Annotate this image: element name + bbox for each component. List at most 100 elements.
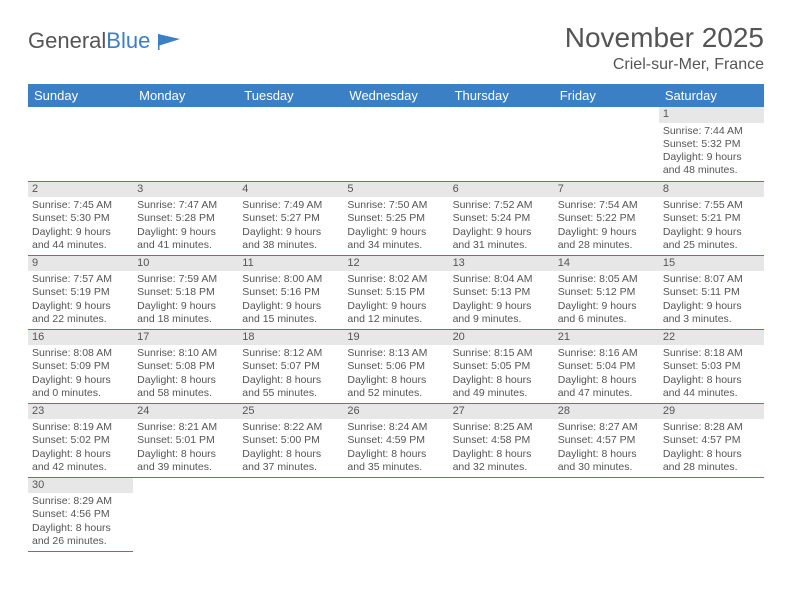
day-details: Sunrise: 8:04 AMSunset: 5:13 PMDaylight:… xyxy=(449,273,554,328)
sunrise-line: Sunrise: 8:28 AM xyxy=(663,421,760,434)
sunrise-line: Sunrise: 7:59 AM xyxy=(137,273,234,286)
calendar-cell xyxy=(238,107,343,181)
daylight-line: Daylight: 8 hours and 32 minutes. xyxy=(453,448,550,474)
daylight-line: Daylight: 9 hours and 9 minutes. xyxy=(453,300,550,326)
calendar-cell xyxy=(238,477,343,551)
day-details: Sunrise: 8:24 AMSunset: 4:59 PMDaylight:… xyxy=(343,421,448,476)
calendar-cell: 22Sunrise: 8:18 AMSunset: 5:03 PMDayligh… xyxy=(659,329,764,403)
day-number: 18 xyxy=(238,330,343,346)
daylight-line: Daylight: 9 hours and 6 minutes. xyxy=(558,300,655,326)
calendar-row: 9Sunrise: 7:57 AMSunset: 5:19 PMDaylight… xyxy=(28,255,764,329)
daylight-line: Daylight: 8 hours and 39 minutes. xyxy=(137,448,234,474)
day-details: Sunrise: 8:00 AMSunset: 5:16 PMDaylight:… xyxy=(238,273,343,328)
day-number: 3 xyxy=(133,182,238,198)
day-details: Sunrise: 8:29 AMSunset: 4:56 PMDaylight:… xyxy=(28,495,133,550)
calendar-cell: 3Sunrise: 7:47 AMSunset: 5:28 PMDaylight… xyxy=(133,181,238,255)
calendar-cell: 12Sunrise: 8:02 AMSunset: 5:15 PMDayligh… xyxy=(343,255,448,329)
sunrise-line: Sunrise: 8:19 AM xyxy=(32,421,129,434)
sunrise-line: Sunrise: 8:05 AM xyxy=(558,273,655,286)
day-number: 24 xyxy=(133,404,238,420)
sunrise-line: Sunrise: 8:18 AM xyxy=(663,347,760,360)
calendar-table: SundayMondayTuesdayWednesdayThursdayFrid… xyxy=(28,84,764,552)
sunrise-line: Sunrise: 8:12 AM xyxy=(242,347,339,360)
day-number: 29 xyxy=(659,404,764,420)
day-details: Sunrise: 7:47 AMSunset: 5:28 PMDaylight:… xyxy=(133,199,238,254)
sunrise-line: Sunrise: 8:13 AM xyxy=(347,347,444,360)
daylight-line: Daylight: 9 hours and 0 minutes. xyxy=(32,374,129,400)
day-number: 5 xyxy=(343,182,448,198)
calendar-body: 1Sunrise: 7:44 AMSunset: 5:32 PMDaylight… xyxy=(28,107,764,551)
flag-icon xyxy=(158,34,180,50)
calendar-cell: 14Sunrise: 8:05 AMSunset: 5:12 PMDayligh… xyxy=(554,255,659,329)
day-number: 7 xyxy=(554,182,659,198)
daylight-line: Daylight: 9 hours and 15 minutes. xyxy=(242,300,339,326)
calendar-cell: 1 Sunrise: 7:44 AMSunset: 5:32 PMDaylight… xyxy=(659,107,764,181)
day-details: Sunrise: 8:02 AMSunset: 5:15 PMDaylight:… xyxy=(343,273,448,328)
weekday-header-row: SundayMondayTuesdayWednesdayThursdayFrid… xyxy=(28,84,764,107)
sunset-line: Sunset: 4:58 PM xyxy=(453,434,550,447)
day-number: 17 xyxy=(133,330,238,346)
calendar-cell xyxy=(133,107,238,181)
sunrise-line: Sunrise: 7:54 AM xyxy=(558,199,655,212)
calendar-cell xyxy=(659,477,764,551)
day-details: Sunrise: 8:10 AMSunset: 5:08 PMDaylight:… xyxy=(133,347,238,402)
daylight-line: Daylight: 9 hours and 44 minutes. xyxy=(32,226,129,252)
calendar-cell: 8Sunrise: 7:55 AMSunset: 5:21 PMDaylight… xyxy=(659,181,764,255)
sunset-line: Sunset: 5:21 PM xyxy=(663,212,760,225)
sunset-line: Sunset: 5:06 PM xyxy=(347,360,444,373)
daylight-line: Daylight: 9 hours and 18 minutes. xyxy=(137,300,234,326)
day-number: 30 xyxy=(28,478,133,494)
sunrise-line: Sunrise: 7:52 AM xyxy=(453,199,550,212)
weekday-header: Tuesday xyxy=(238,84,343,107)
calendar-cell xyxy=(554,477,659,551)
calendar-cell: 20Sunrise: 8:15 AMSunset: 5:05 PMDayligh… xyxy=(449,329,554,403)
sunset-line: Sunset: 4:57 PM xyxy=(663,434,760,447)
sunset-line: Sunset: 5:01 PM xyxy=(137,434,234,447)
day-number: 13 xyxy=(449,256,554,272)
daylight-line: Daylight: 9 hours and 38 minutes. xyxy=(242,226,339,252)
day-details: Sunrise: 8:18 AMSunset: 5:03 PMDaylight:… xyxy=(659,347,764,402)
sunset-line: Sunset: 5:24 PM xyxy=(453,212,550,225)
weekday-header: Thursday xyxy=(449,84,554,107)
calendar-cell xyxy=(28,107,133,181)
daylight-line: Daylight: 9 hours and 48 minutes. xyxy=(663,151,760,177)
calendar-cell: 27Sunrise: 8:25 AMSunset: 4:58 PMDayligh… xyxy=(449,403,554,477)
sunset-line: Sunset: 5:08 PM xyxy=(137,360,234,373)
calendar-cell: 21Sunrise: 8:16 AMSunset: 5:04 PMDayligh… xyxy=(554,329,659,403)
day-number: 8 xyxy=(659,182,764,198)
calendar-cell: 30Sunrise: 8:29 AMSunset: 4:56 PMDayligh… xyxy=(28,477,133,551)
daylight-line: Daylight: 9 hours and 41 minutes. xyxy=(137,226,234,252)
day-details: Sunrise: 8:22 AMSunset: 5:00 PMDaylight:… xyxy=(238,421,343,476)
daylight-line: Daylight: 9 hours and 25 minutes. xyxy=(663,226,760,252)
daylight-line: Daylight: 8 hours and 58 minutes. xyxy=(137,374,234,400)
calendar-cell: 16Sunrise: 8:08 AMSunset: 5:09 PMDayligh… xyxy=(28,329,133,403)
day-number: 28 xyxy=(554,404,659,420)
calendar-cell: 10Sunrise: 7:59 AMSunset: 5:18 PMDayligh… xyxy=(133,255,238,329)
brand-logo: GeneralBlue xyxy=(28,28,180,54)
sunset-line: Sunset: 5:07 PM xyxy=(242,360,339,373)
sunrise-line: Sunrise: 8:22 AM xyxy=(242,421,339,434)
daylight-line: Daylight: 8 hours and 44 minutes. xyxy=(663,374,760,400)
sunset-line: Sunset: 5:05 PM xyxy=(453,360,550,373)
weekday-header: Saturday xyxy=(659,84,764,107)
day-number: 1 xyxy=(659,107,764,123)
sunset-line: Sunset: 5:13 PM xyxy=(453,286,550,299)
day-details: Sunrise: 7:59 AMSunset: 5:18 PMDaylight:… xyxy=(133,273,238,328)
weekday-header: Friday xyxy=(554,84,659,107)
sunset-line: Sunset: 5:28 PM xyxy=(137,212,234,225)
sunrise-line: Sunrise: 8:29 AM xyxy=(32,495,129,508)
sunset-line: Sunset: 5:32 PM xyxy=(663,138,760,151)
day-number: 6 xyxy=(449,182,554,198)
daylight-line: Daylight: 9 hours and 12 minutes. xyxy=(347,300,444,326)
calendar-cell: 4Sunrise: 7:49 AMSunset: 5:27 PMDaylight… xyxy=(238,181,343,255)
sunrise-line: Sunrise: 7:47 AM xyxy=(137,199,234,212)
daylight-line: Daylight: 9 hours and 31 minutes. xyxy=(453,226,550,252)
day-number: 9 xyxy=(28,256,133,272)
sunrise-line: Sunrise: 7:44 AM xyxy=(663,125,760,138)
calendar-cell xyxy=(449,477,554,551)
calendar-row: 2Sunrise: 7:45 AMSunset: 5:30 PMDaylight… xyxy=(28,181,764,255)
day-details: Sunrise: 8:08 AMSunset: 5:09 PMDaylight:… xyxy=(28,347,133,402)
calendar-cell: 23Sunrise: 8:19 AMSunset: 5:02 PMDayligh… xyxy=(28,403,133,477)
sunrise-line: Sunrise: 7:50 AM xyxy=(347,199,444,212)
day-number: 15 xyxy=(659,256,764,272)
